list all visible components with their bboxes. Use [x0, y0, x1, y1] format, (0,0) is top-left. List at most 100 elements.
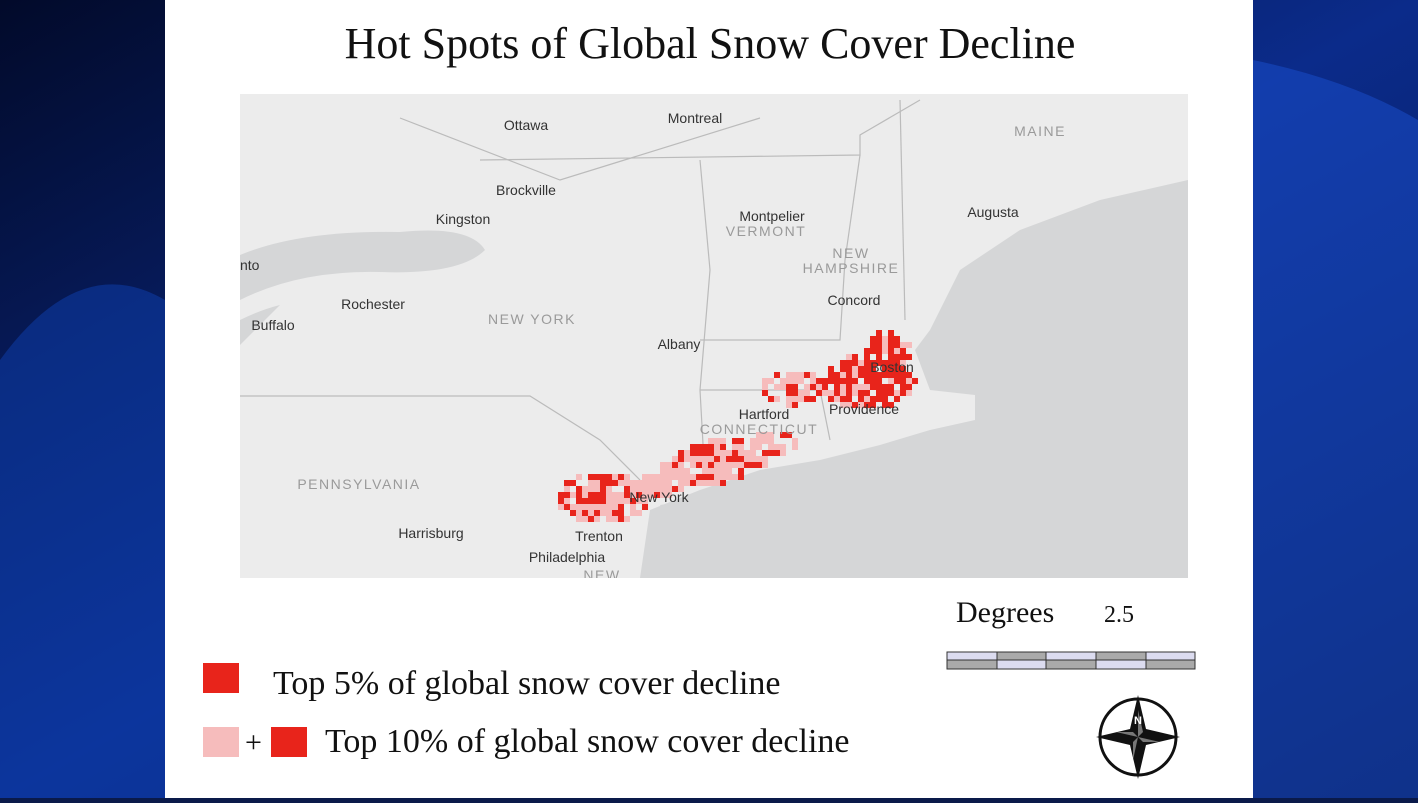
hotspot-cell — [762, 438, 768, 444]
hotspot-cell — [876, 360, 882, 366]
hotspot-cell — [648, 492, 654, 498]
hotspot-cell — [630, 510, 636, 516]
hotspot-cell — [600, 486, 606, 492]
hotspot-cell — [624, 498, 630, 504]
hotspot-cell — [774, 450, 780, 456]
hotspot-cell — [840, 360, 846, 366]
hotspot-cell — [888, 354, 894, 360]
map-label: NEW — [832, 245, 869, 261]
hotspot-cell — [702, 468, 708, 474]
hotspot-cell — [738, 456, 744, 462]
hotspot-cell — [696, 450, 702, 456]
hotspot-cell — [726, 474, 732, 480]
compass-label: N — [1134, 715, 1142, 727]
hotspot-cell — [846, 366, 852, 372]
hotspot-cell — [612, 480, 618, 486]
hotspot-cell — [618, 492, 624, 498]
hotspot-cell — [696, 480, 702, 486]
borders — [240, 99, 921, 481]
hotspot-cell — [828, 372, 834, 378]
hotspot-cell — [612, 510, 618, 516]
hotspot-cell — [888, 342, 894, 348]
hotspot-cell — [876, 330, 882, 336]
hotspot-cell — [858, 396, 864, 402]
hotspot-cell — [864, 348, 870, 354]
hotspot-cell — [702, 444, 708, 450]
hotspot-cell — [894, 390, 900, 396]
hotspot-cell — [642, 474, 648, 480]
hotspot-cell — [636, 492, 642, 498]
hotspot-cell — [870, 384, 876, 390]
hotspot-cell — [714, 480, 720, 486]
map-label: Montpelier — [739, 208, 805, 224]
hotspot-cell — [852, 390, 858, 396]
hotspot-cell — [834, 390, 840, 396]
map-label: NEW — [583, 567, 620, 583]
map-label: CONNECTICUT — [700, 421, 818, 437]
scale-bar — [946, 651, 1196, 670]
hotspot-cell — [708, 462, 714, 468]
hotspot-cell — [564, 504, 570, 510]
map-label: Hartford — [739, 406, 790, 422]
hotspot-cell — [816, 378, 822, 384]
hotspot-cell — [840, 366, 846, 372]
hotspot-cell — [840, 396, 846, 402]
hotspot-cell — [756, 432, 762, 438]
hotspot-cell — [570, 504, 576, 510]
hotspot-cell — [804, 390, 810, 396]
hotspot-cell — [870, 336, 876, 342]
hotspot-cell — [780, 450, 786, 456]
hotspot-cell — [714, 444, 720, 450]
hotspot-cell — [594, 480, 600, 486]
hotspot-cell — [606, 486, 612, 492]
map-label: Brockville — [496, 182, 556, 198]
hotspot-cell — [840, 372, 846, 378]
hotspot-cell — [774, 444, 780, 450]
hotspot-cell — [882, 372, 888, 378]
hotspot-cell — [594, 498, 600, 504]
hotspot-cell — [840, 390, 846, 396]
hotspot-cell — [900, 360, 906, 366]
legend-text: Top 5% of global snow cover decline — [273, 665, 780, 702]
hotspot-cell — [636, 510, 642, 516]
hotspot-cell — [786, 378, 792, 384]
hotspot-cell — [900, 390, 906, 396]
hotspot-cell — [618, 516, 624, 522]
hotspot-cell — [888, 390, 894, 396]
hotspot-cell — [576, 474, 582, 480]
hotspot-cell — [810, 396, 816, 402]
hotspot-cell — [846, 396, 852, 402]
hotspot-cell — [810, 372, 816, 378]
hotspots — [558, 330, 918, 522]
compass: N — [1096, 695, 1180, 779]
hotspot-cell — [900, 342, 906, 348]
hotspot-cell — [672, 456, 678, 462]
hotspot-cell — [702, 462, 708, 468]
hotspot-cell — [708, 444, 714, 450]
hotspot-cell — [846, 372, 852, 378]
map-label: Kingston — [436, 211, 490, 227]
hotspot-cell — [870, 342, 876, 348]
hotspot-cell — [654, 492, 660, 498]
hotspot-cell — [702, 480, 708, 486]
hotspot-cell — [894, 336, 900, 342]
hotspot-cell — [870, 402, 876, 408]
hotspot-cell — [672, 462, 678, 468]
legend-plus: + — [245, 726, 262, 759]
hotspot-cell — [876, 396, 882, 402]
hotspot-cell — [894, 378, 900, 384]
map-label: nto — [240, 257, 260, 273]
hotspot-cell — [900, 366, 906, 372]
hotspot-cell — [780, 432, 786, 438]
hotspot-cell — [648, 486, 654, 492]
hotspot-cell — [630, 480, 636, 486]
hotspot-cell — [906, 378, 912, 384]
hotspot-cell — [858, 402, 864, 408]
hotspot-cell — [876, 348, 882, 354]
hotspot-cell — [660, 486, 666, 492]
hotspot-cell — [654, 486, 660, 492]
hotspot-cell — [720, 444, 726, 450]
hotspot-cell — [726, 450, 732, 456]
hotspot-cell — [642, 492, 648, 498]
hotspot-cell — [672, 486, 678, 492]
